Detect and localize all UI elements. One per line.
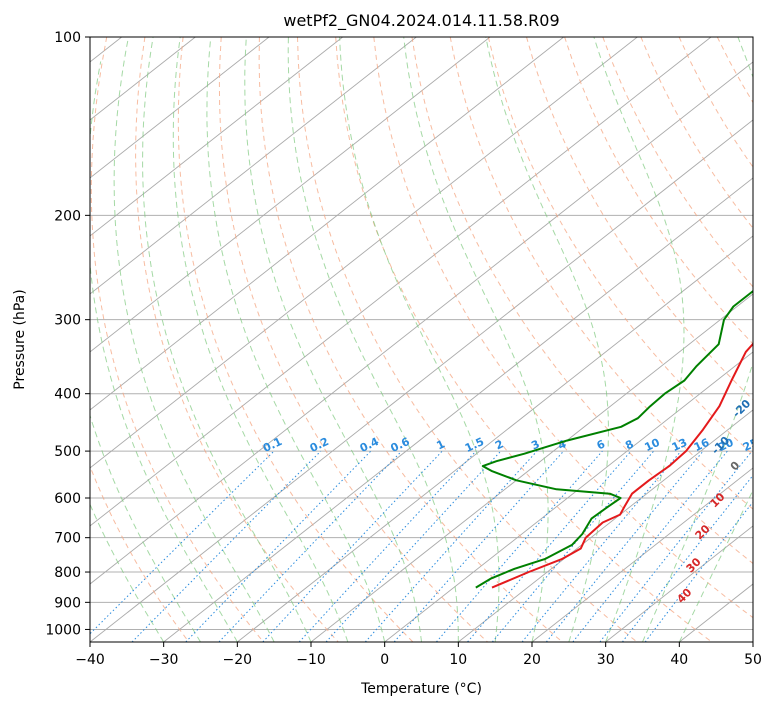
y-tick-label: 1000: [45, 622, 81, 638]
y-tick-label: 100: [54, 30, 81, 46]
x-tick-label: 10: [449, 652, 467, 668]
chart-title: wetPf2_GN04.2024.014.11.58.R09: [283, 11, 559, 31]
y-tick-label: 200: [54, 208, 81, 224]
x-tick-label: 30: [597, 652, 615, 668]
x-tick-label: 50: [744, 652, 762, 668]
y-tick-label: 900: [54, 595, 81, 611]
x-tick-label: 40: [670, 652, 688, 668]
x-tick-label: 0: [380, 652, 389, 668]
y-tick-label: 300: [54, 313, 81, 329]
x-tick-label: −10: [296, 652, 326, 668]
y-tick-label: 800: [54, 565, 81, 581]
x-tick-label: 20: [523, 652, 541, 668]
x-tick-label: −30: [149, 652, 179, 668]
y-tick-label: 400: [54, 387, 81, 403]
x-tick-label: −40: [75, 652, 105, 668]
y-tick-label: 500: [54, 444, 81, 460]
x-axis-label: Temperature (°C): [360, 681, 482, 697]
y-tick-label: 700: [54, 531, 81, 547]
y-tick-label: 600: [54, 491, 81, 507]
y-axis-label: Pressure (hPa): [12, 289, 28, 389]
x-tick-label: −20: [223, 652, 253, 668]
